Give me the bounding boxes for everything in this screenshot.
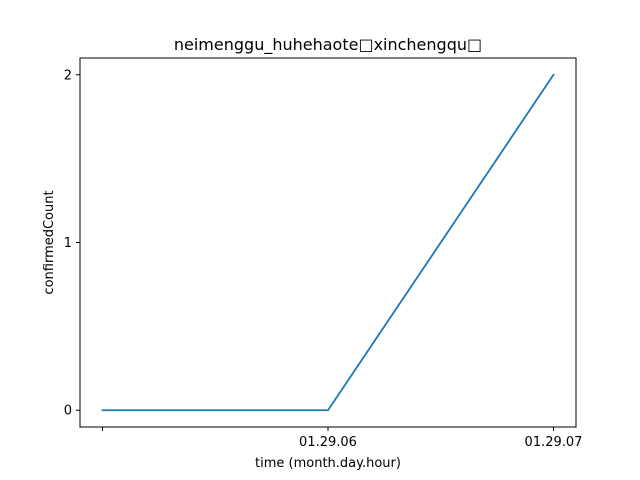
y-tick-label: 0 — [64, 404, 72, 419]
y-axis: 0 1 2 — [64, 68, 80, 419]
x-axis: 01.29.06 01.29.07 — [102, 427, 583, 450]
chart-title: neimenggu_huhehaote□xinchengqu□ — [174, 35, 482, 55]
x-axis-label: time (month.day.hour) — [255, 456, 401, 471]
series-line — [101, 73, 555, 412]
x-tick-label: 01.29.07 — [525, 435, 583, 450]
series-layer — [101, 73, 555, 412]
y-tick-label: 2 — [64, 68, 72, 83]
y-axis-label: confirmedCount — [42, 190, 57, 294]
plot-area-frame — [79, 57, 577, 428]
x-tick-label: 01.29.06 — [299, 435, 357, 450]
y-tick-label: 1 — [64, 236, 72, 251]
